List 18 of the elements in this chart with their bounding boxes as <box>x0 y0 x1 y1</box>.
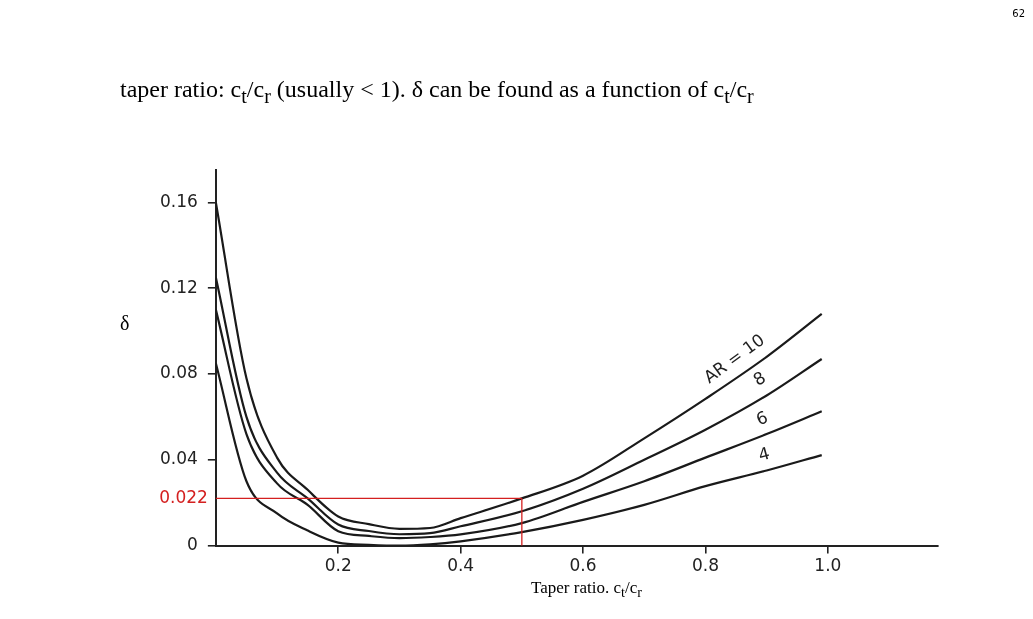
chart-title: taper ratio: c$_{t}$/c$_{r}$ (usually < 1). δ can be found as a function of c$_{t}$/c$_{r}$ <box>120 76 754 108</box>
text: 6 <box>753 406 771 430</box>
y-tick-label: 0 <box>187 534 198 555</box>
ref-line-label: 0.022 <box>159 486 208 507</box>
y-tick-label: 0.16 <box>159 190 198 211</box>
y-axis-title: δ <box>120 312 130 335</box>
text: 62 <box>1012 8 1025 19</box>
x-tick-label: 0.2 <box>324 555 352 576</box>
y-tick-label: 0.12 <box>159 276 198 297</box>
y-tick-label: 0.08 <box>159 362 198 383</box>
x-tick-label: 0.4 <box>447 555 475 576</box>
y-tick-label: 0.04 <box>159 448 198 469</box>
text: 8 <box>749 366 769 390</box>
x-tick-label: 1.0 <box>814 555 842 576</box>
text: 4 <box>756 442 772 465</box>
x-tick-label: 0.8 <box>691 555 719 576</box>
x-axis-title: Taper ratio. c$_{t}$/c$_{r}$ <box>530 578 643 602</box>
x-tick-label: 0.6 <box>569 555 597 576</box>
